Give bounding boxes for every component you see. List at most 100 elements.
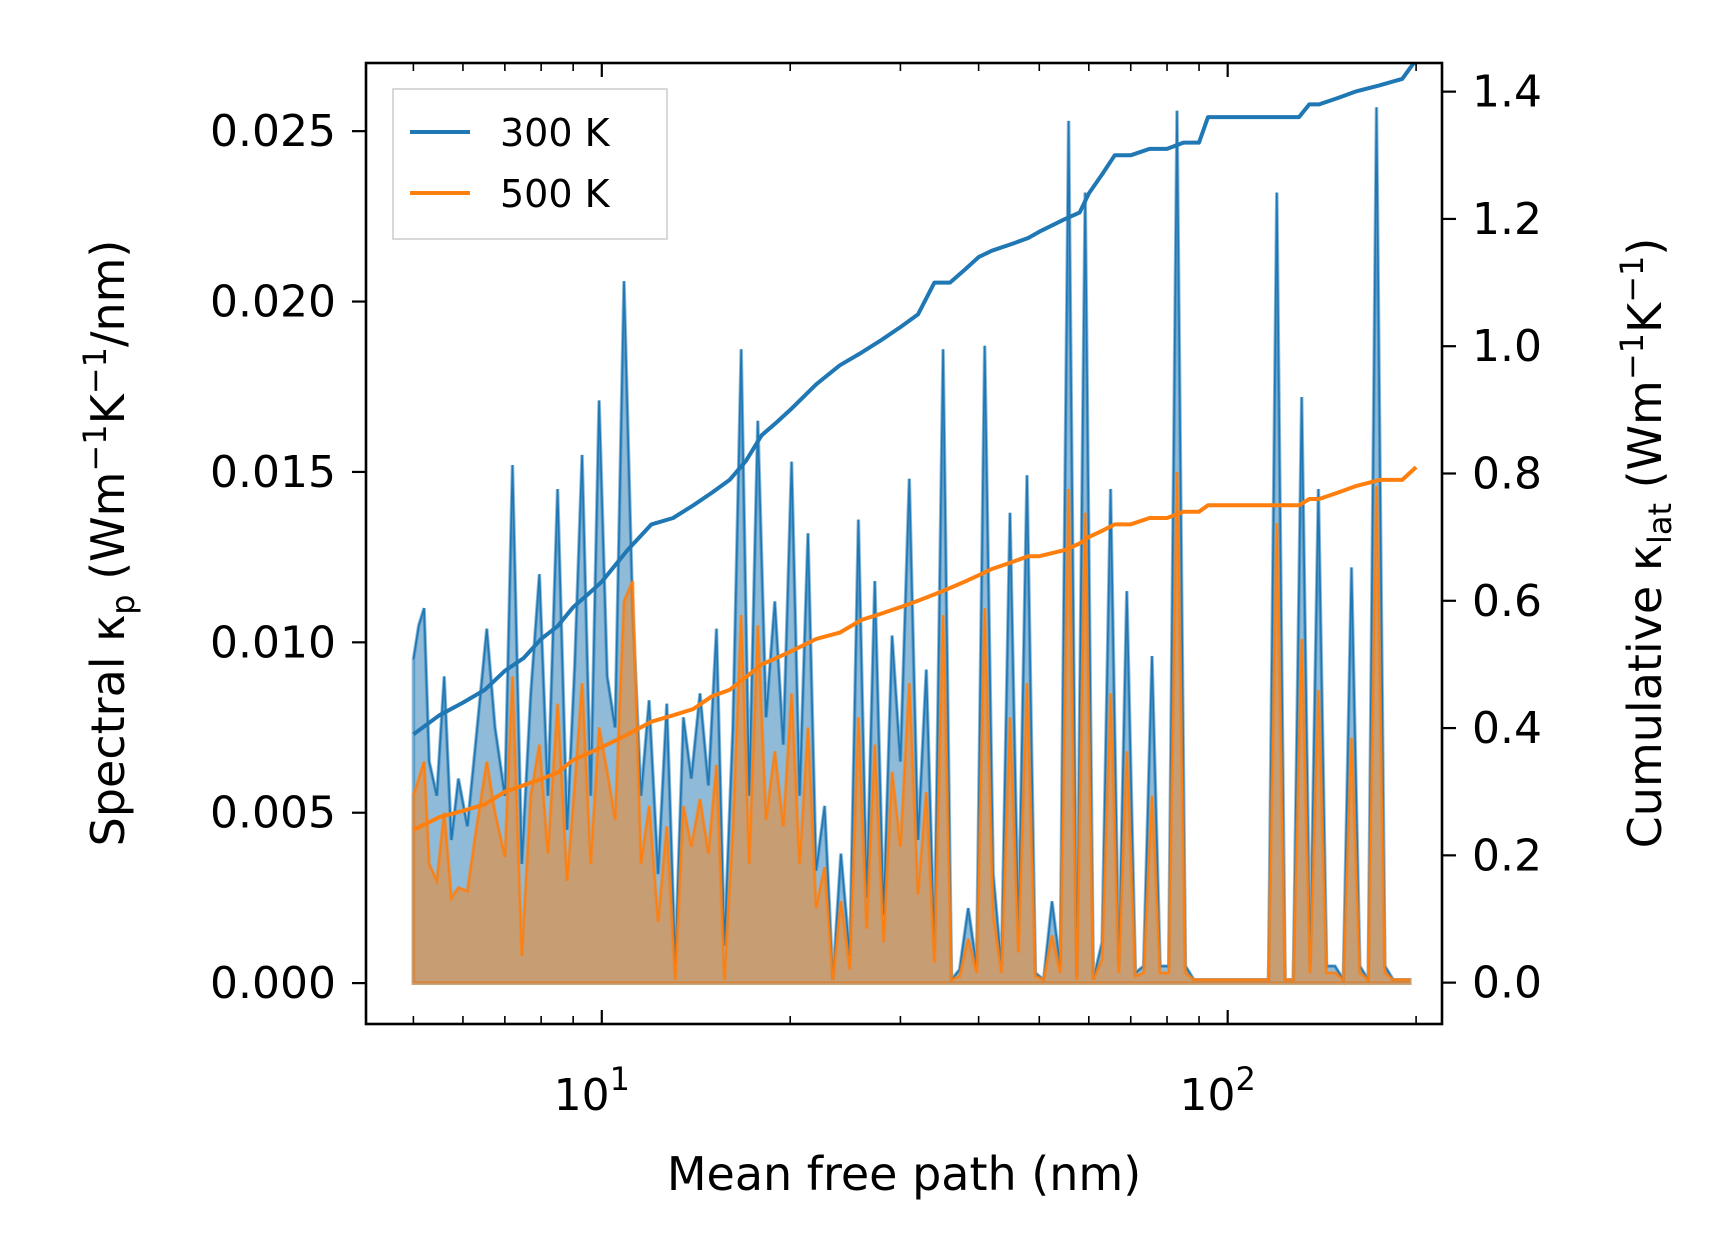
- data-point-500-k-spectral: [1159, 972, 1161, 974]
- data-point-500-k-spectral: [1226, 979, 1228, 981]
- data-point-500-k-spectral: [908, 682, 910, 684]
- data-point-300-k-cumulative: [1148, 148, 1150, 150]
- data-point-500-k-spectral: [428, 863, 430, 865]
- data-point-500-k-spectral: [707, 852, 709, 854]
- data-point-500-k-spectral: [574, 784, 576, 786]
- data-point-300-k-spectral: [547, 795, 549, 797]
- data-point-300-k-cumulative: [839, 364, 841, 366]
- data-point-300-k-spectral: [538, 573, 540, 575]
- data-point-500-k-cumulative: [1308, 498, 1310, 500]
- data-point-300-k-spectral: [657, 873, 659, 875]
- data-point-300-k-cumulative: [789, 409, 791, 411]
- data-point-500-k-spectral: [740, 614, 742, 616]
- y-left-tick-label: 0.000: [210, 958, 336, 1009]
- data-point-500-k-spectral: [457, 887, 459, 889]
- data-point-300-k-spectral: [857, 518, 859, 520]
- data-point-500-k-spectral: [598, 726, 600, 728]
- data-point-500-k-cumulative: [412, 829, 414, 831]
- data-point-500-k-spectral: [958, 975, 960, 977]
- data-point-300-k-cumulative: [1064, 218, 1066, 220]
- data-point-300-k-spectral: [690, 777, 692, 779]
- data-point-500-k-spectral: [774, 750, 776, 752]
- data-point-500-k-cumulative: [556, 771, 558, 773]
- data-point-500-k-spectral: [1151, 795, 1153, 797]
- data-point-300-k-cumulative: [692, 504, 694, 506]
- x-axis-title: Mean free path (nm): [667, 1147, 1141, 1201]
- y-left-title-sup2: −1: [76, 347, 114, 394]
- data-point-500-k-cumulative: [587, 752, 589, 754]
- data-point-500-k-cumulative: [1276, 504, 1278, 506]
- data-point-300-k-cumulative: [1298, 116, 1300, 118]
- data-point-300-k-spectral: [428, 760, 430, 762]
- data-point-500-k-cumulative: [711, 695, 713, 697]
- data-point-300-k-spectral: [732, 726, 734, 728]
- data-point-300-k-cumulative: [917, 313, 919, 315]
- data-point-300-k-spectral: [606, 675, 608, 677]
- data-point-300-k-cumulative: [1182, 141, 1184, 143]
- data-point-500-k-spectral: [631, 580, 633, 582]
- legend-label-300k: 300 K: [500, 111, 611, 155]
- data-point-300-k-cumulative: [650, 523, 652, 525]
- data-point-300-k-spectral: [436, 795, 438, 797]
- y-right-tick-label: 0.6: [1472, 576, 1542, 627]
- series-layer: [411, 63, 1418, 986]
- data-point-500-k-spectral: [832, 979, 834, 981]
- y-right-title-tail: ): [1618, 238, 1672, 256]
- data-point-300-k-spectral: [740, 348, 742, 350]
- y-right-tick-label: 1.2: [1472, 194, 1542, 245]
- data-point-500-k-spectral: [1242, 979, 1244, 981]
- y-right-title-pre: Cumulative κ: [1618, 544, 1672, 848]
- data-point-500-k-cumulative: [815, 638, 817, 640]
- data-point-300-k-spectral: [782, 743, 784, 745]
- data-point-500-k-spectral: [475, 829, 477, 831]
- data-point-300-k-spectral: [891, 634, 893, 636]
- data-point-500-k-spectral: [1034, 975, 1036, 977]
- data-point-300-k-spectral: [1317, 488, 1319, 490]
- data-point-500-k-spectral: [511, 675, 513, 677]
- data-point-300-k-spectral: [715, 628, 717, 630]
- data-point-300-k-cumulative: [1227, 116, 1229, 118]
- data-point-500-k-spectral: [967, 938, 969, 940]
- data-point-500-k-spectral: [418, 777, 420, 779]
- data-point-500-k-spectral: [1134, 975, 1136, 977]
- data-point-500-k-spectral: [1076, 979, 1078, 981]
- data-point-500-k-cumulative: [1009, 561, 1011, 563]
- data-point-300-k-spectral: [1276, 191, 1278, 193]
- data-point-500-k-spectral: [899, 846, 901, 848]
- data-point-300-k-cumulative: [672, 517, 674, 519]
- data-point-500-k-spectral: [1067, 488, 1069, 490]
- data-point-300-k-spectral: [1151, 655, 1153, 657]
- data-point-300-k-spectral: [798, 795, 800, 797]
- data-point-500-k-spectral: [950, 979, 952, 981]
- data-point-500-k-cumulative: [1078, 542, 1080, 544]
- data-point-300-k-spectral: [556, 488, 558, 490]
- data-point-500-k-spectral: [1000, 972, 1002, 974]
- series-line-500-k-cumulative: [412, 465, 1418, 832]
- data-point-500-k-spectral: [891, 771, 893, 773]
- data-point-500-k-spectral: [423, 760, 425, 762]
- data-point-500-k-spectral: [674, 979, 676, 981]
- data-point-500-k-spectral: [1251, 979, 1253, 981]
- data-point-300-k-spectral: [774, 600, 776, 602]
- data-point-300-k-cumulative: [587, 593, 589, 595]
- data-point-300-k-cumulative: [1038, 231, 1040, 233]
- x-tick-label: 102: [1180, 1060, 1256, 1121]
- data-point-300-k-spectral: [682, 716, 684, 718]
- data-point-500-k-spectral: [815, 907, 817, 909]
- data-point-300-k-cumulative: [711, 491, 713, 493]
- data-point-500-k-spectral: [917, 893, 919, 895]
- data-point-300-k-spectral: [450, 839, 452, 841]
- data-point-300-k-cumulative: [964, 269, 966, 271]
- data-point-500-k-cumulative: [728, 689, 730, 691]
- data-point-300-k-cumulative: [484, 689, 486, 691]
- data-point-500-k-spectral: [840, 900, 842, 902]
- data-point-500-k-spectral: [748, 863, 750, 865]
- data-point-500-k-spectral: [1276, 522, 1278, 524]
- data-point-500-k-cumulative: [438, 816, 440, 818]
- data-point-300-k-cumulative: [540, 638, 542, 640]
- y-left-tick-label: 0.015: [210, 447, 336, 498]
- y-right-tick-label: 1.4: [1472, 67, 1542, 118]
- data-point-300-k-cumulative: [760, 434, 762, 436]
- data-point-500-k-spectral: [984, 607, 986, 609]
